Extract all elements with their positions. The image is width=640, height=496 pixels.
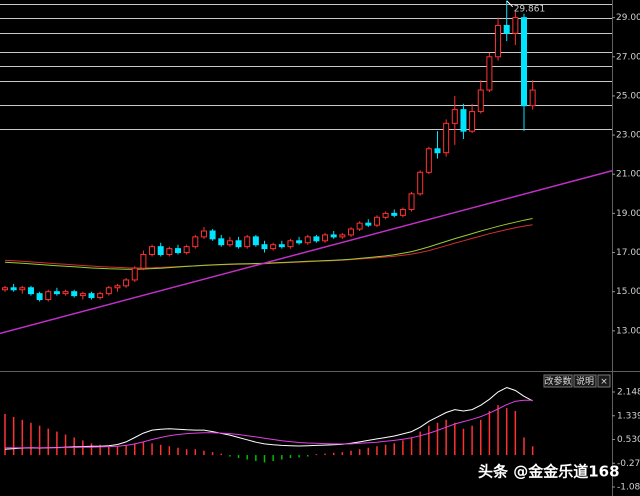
button-label[interactable]: 说明 <box>576 375 594 387</box>
candle-body <box>53 291 60 295</box>
candle-body <box>10 287 17 291</box>
candle-body <box>503 24 510 34</box>
button-label[interactable]: 改参数 <box>544 375 571 387</box>
y-tick-label: 13.000 <box>616 326 640 336</box>
candle-body <box>469 111 476 132</box>
candle-body <box>105 287 112 295</box>
button[interactable] <box>573 374 597 388</box>
candle-body <box>339 234 346 238</box>
y-tick-label: 17.000 <box>616 248 640 258</box>
candle-body <box>88 293 95 299</box>
candle-body <box>477 89 484 113</box>
candle-body <box>348 228 354 236</box>
candle-body <box>252 236 259 246</box>
candle-body <box>45 291 52 301</box>
y-tick-label: 21.000 <box>616 170 640 180</box>
candle-body <box>123 279 130 287</box>
candle-body <box>140 253 147 269</box>
candle-body <box>373 216 380 226</box>
candle-body <box>495 24 502 58</box>
candle-body <box>460 109 467 132</box>
candle-body <box>149 246 156 255</box>
candle-body <box>365 222 372 226</box>
candle-body <box>313 236 320 242</box>
candle-body <box>382 212 389 218</box>
candle-body <box>218 238 225 246</box>
candle-body <box>36 293 43 301</box>
macd-tick-label: 2.148 <box>617 388 640 398</box>
button[interactable] <box>597 374 611 388</box>
candle-body <box>71 291 78 297</box>
button-bar: 改参数 说明 × <box>543 374 611 388</box>
y-tick-label: 23.000 <box>616 131 640 141</box>
candle-body <box>304 236 311 244</box>
y-tick-label: 15.000 <box>616 287 640 297</box>
candle-body <box>97 293 104 299</box>
candle-body <box>521 17 527 107</box>
candle-body <box>79 293 86 297</box>
candle-body <box>166 248 173 255</box>
candle-body <box>287 240 294 248</box>
watermark: 头条 @金金乐道168 <box>478 463 620 481</box>
macd-line <box>4 386 533 450</box>
candle-body <box>512 17 519 34</box>
macd-tick-label: 0.530 <box>617 435 640 445</box>
high-pointer <box>506 0 514 8</box>
candle-body <box>175 248 181 254</box>
candle-body <box>322 234 329 242</box>
candle-body <box>226 240 233 246</box>
macd-tick-label: -1.087 <box>617 483 640 493</box>
candle-body <box>2 287 8 291</box>
candle-body <box>183 246 190 254</box>
candle-body <box>209 230 216 240</box>
candle-body <box>296 240 303 244</box>
candle-body <box>451 109 458 124</box>
candle-body <box>399 208 406 216</box>
moving-average <box>4 218 533 270</box>
button-label[interactable]: × <box>600 377 608 387</box>
candle-body <box>157 246 164 255</box>
candle-body <box>434 148 441 154</box>
candle-body <box>270 244 277 250</box>
candle-body <box>356 222 363 230</box>
candle-body <box>200 230 207 238</box>
candle-body <box>408 193 415 210</box>
trendline <box>0 170 613 335</box>
candle-body <box>486 56 493 91</box>
candle-body <box>278 244 285 248</box>
candle-body <box>330 234 337 238</box>
candle-body <box>131 267 138 281</box>
candle-body <box>391 212 398 216</box>
candle-body <box>529 89 536 107</box>
candle-body <box>261 244 268 250</box>
button[interactable] <box>543 374 573 388</box>
y-tick-label: 19.000 <box>616 209 640 219</box>
candle-body <box>425 148 432 173</box>
y-tick-label: 25.000 <box>616 91 640 101</box>
macd-tick-label: 1.339 <box>617 411 640 421</box>
candle-body <box>417 171 424 195</box>
candle-body <box>192 236 199 248</box>
macd-tick-label: -0.278 <box>617 459 640 469</box>
candle-body <box>27 287 34 295</box>
candle-body <box>244 236 251 248</box>
y-tick-label: 29.000 <box>616 13 640 23</box>
macd-line <box>5 399 533 449</box>
candle-body <box>235 240 242 248</box>
candle-body <box>443 122 450 154</box>
y-tick-label: 27.000 <box>616 52 640 62</box>
candle-body <box>19 287 26 291</box>
candle-body <box>62 291 69 295</box>
high-label: 29.861 <box>514 4 546 14</box>
candle-body <box>114 285 121 289</box>
